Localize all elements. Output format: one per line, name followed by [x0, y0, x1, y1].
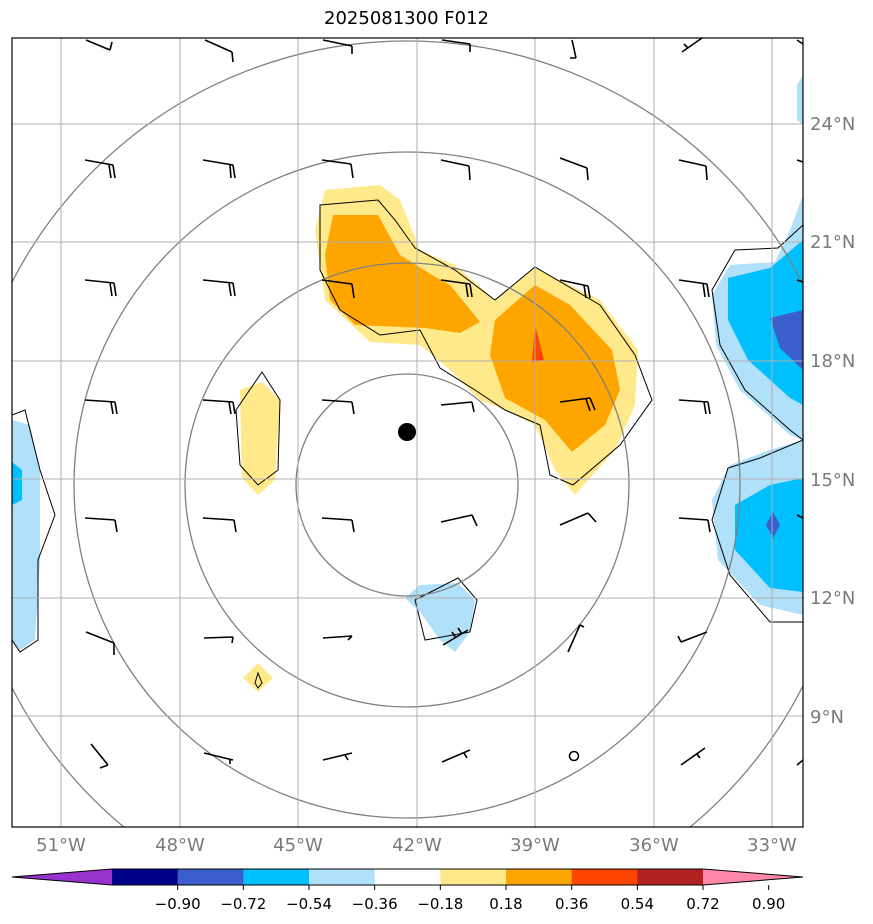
colorbar-tick-label: −0.36 [352, 895, 398, 913]
colorbar-segment [374, 869, 441, 885]
lat-label: 9°N [810, 707, 844, 728]
storm-center-marker [398, 423, 416, 441]
lon-label: 39°W [510, 835, 560, 856]
lon-label: 45°W [273, 835, 323, 856]
colorbar-tick-label: 0.72 [686, 895, 719, 913]
colorbar: −0.90 −0.72 −0.54 −0.36 −0.18 0.18 0.36 0.54 0.7… [11, 868, 804, 913]
colorbar-extend-high [703, 869, 803, 885]
lat-label: 21°N [810, 232, 855, 253]
lat-label: 12°N [810, 588, 855, 609]
lat-label: 24°N [810, 114, 855, 135]
lon-label: 33°W [747, 835, 797, 856]
longitude-labels: 51°W 48°W 45°W 42°W 39°W 36°W 33°W [36, 835, 797, 856]
range-rings [12, 40, 803, 827]
colorbar-segment [506, 869, 573, 885]
colorbar-tick-label: −0.90 [155, 895, 201, 913]
colorbar-tick-label: 0.54 [621, 895, 654, 913]
colorbar-extend-low [12, 869, 112, 885]
map-title: 2025081300 F012 [324, 8, 489, 29]
wind-barbs [84, 38, 803, 769]
lon-label: 51°W [36, 835, 86, 856]
lon-label: 48°W [155, 835, 205, 856]
colorbar-tick-label: 0.36 [555, 895, 588, 913]
colorbar-tick-label: −0.18 [417, 895, 463, 913]
colorbar-segment [440, 869, 507, 885]
colorbar-segment [637, 869, 704, 885]
colorbar-tick-label: −0.72 [220, 895, 266, 913]
latitude-labels: 24°N 21°N 18°N 15°N 12°N 9°N [810, 114, 855, 728]
lat-label: 18°N [810, 351, 855, 372]
positive-shading [240, 185, 638, 692]
colorbar-segment [571, 869, 638, 885]
colorbar-tick-label: 0.90 [752, 895, 785, 913]
colorbar-outline [11, 868, 804, 886]
contour-lines [12, 199, 803, 689]
colorbar-segment [243, 869, 310, 885]
colorbar-tick-label: −0.54 [286, 895, 332, 913]
colorbar-segment [177, 869, 244, 885]
colorbar-segment [112, 869, 179, 885]
negative-shading [12, 75, 803, 652]
map-frame [11, 37, 804, 828]
lat-label: 15°N [810, 470, 855, 491]
colorbar-segment [309, 869, 376, 885]
lon-label: 42°W [392, 835, 442, 856]
gridlines [12, 38, 803, 827]
colorbar-tick-label: 0.18 [489, 895, 522, 913]
lon-label: 36°W [629, 835, 679, 856]
